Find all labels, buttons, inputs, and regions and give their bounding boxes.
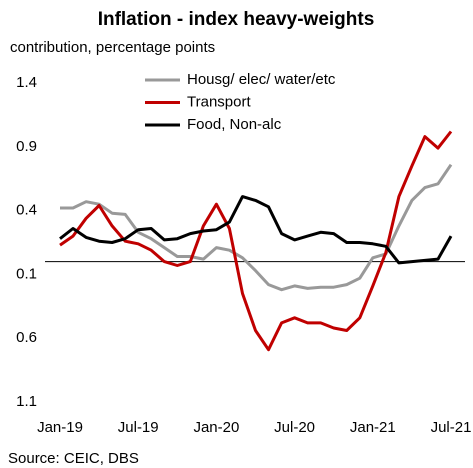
- x-tick-label: Jan-19: [37, 419, 83, 436]
- x-tick-label: Jan-21: [350, 419, 396, 436]
- line-series: [59, 130, 453, 352]
- x-tick-label: Jan-20: [193, 419, 239, 436]
- y-tick-label: 0.4: [16, 202, 37, 219]
- line-series: [59, 195, 453, 265]
- y-tick-label: 0.1: [16, 265, 37, 282]
- legend-label: Transport: [187, 93, 251, 110]
- y-tick-label: 0.9: [16, 138, 37, 155]
- subtitle: contribution, percentage points: [10, 39, 215, 56]
- chart-title: Inflation - index heavy-weights: [98, 9, 375, 30]
- source: Source: CEIC, DBS: [8, 450, 139, 467]
- x-tick-label: Jul-19: [118, 419, 159, 436]
- x-tick-label: Jul-20: [274, 419, 315, 436]
- legend-label: Housg/ elec/ water/etc: [187, 71, 336, 88]
- y-tick-label: 1.1: [16, 393, 37, 410]
- y-tick-label: 0.6: [16, 329, 37, 346]
- legend-label: Food, Non-alc: [187, 116, 282, 133]
- x-tick-label: Jul-21: [431, 419, 472, 436]
- y-tick-label: 1.4: [16, 74, 37, 91]
